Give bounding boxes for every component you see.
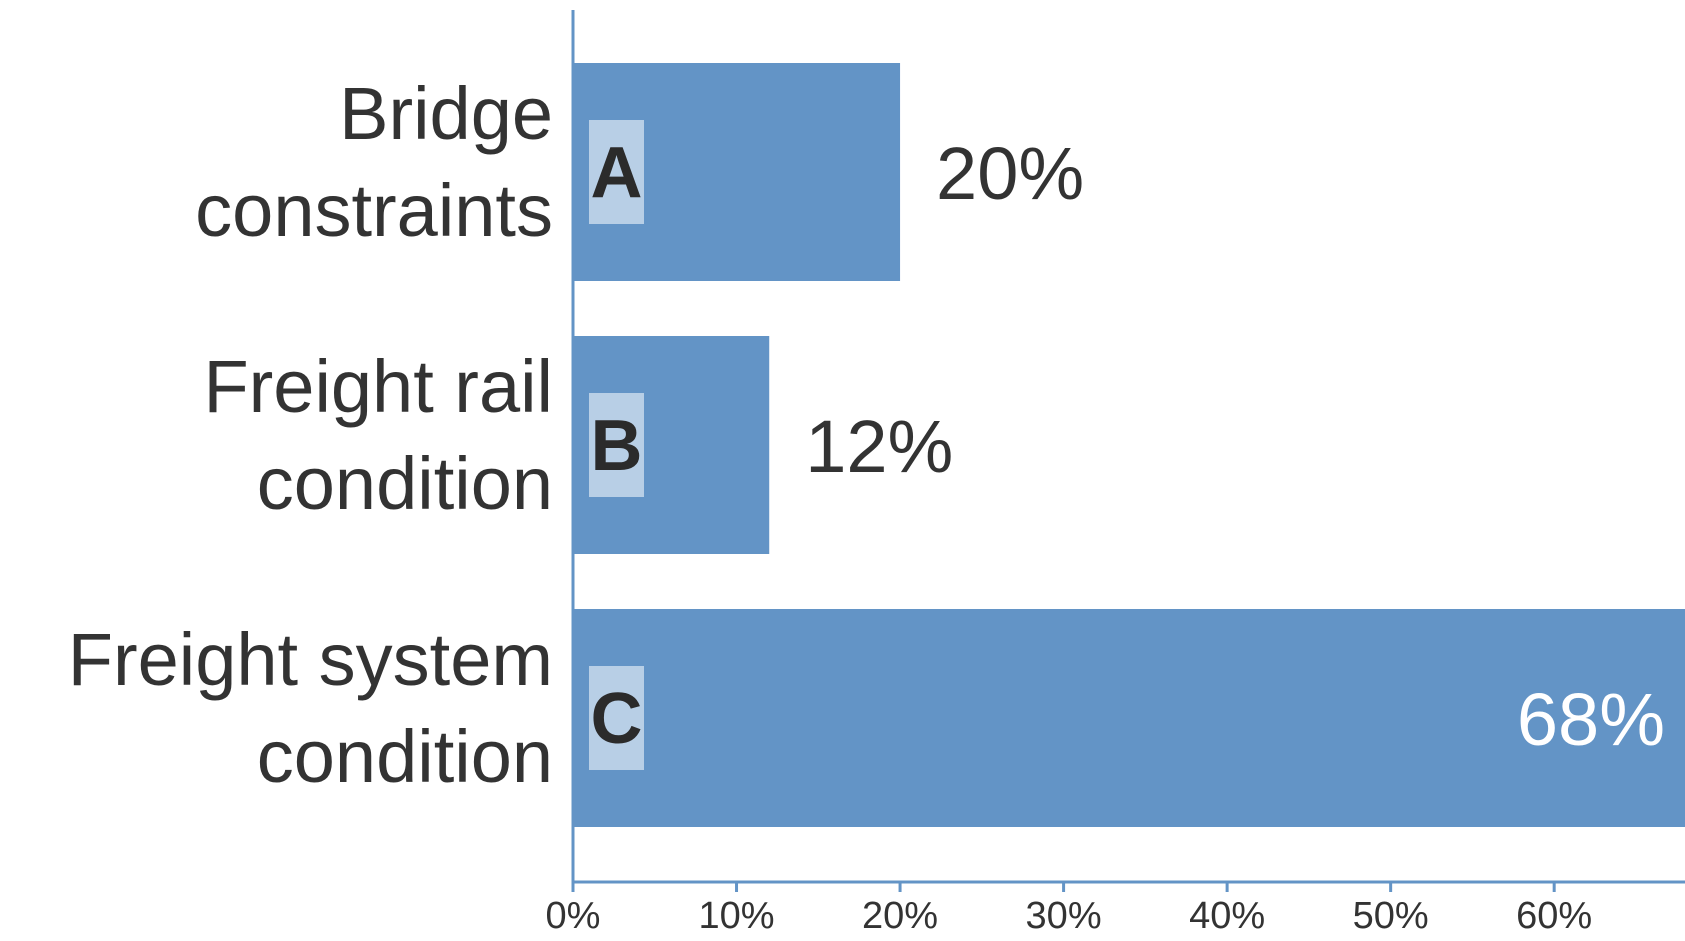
category-label-line: condition	[257, 715, 553, 798]
category-label-line: Bridge	[339, 72, 553, 155]
x-tick-label: 40%	[1189, 895, 1265, 937]
x-tick-label: 10%	[698, 895, 774, 937]
category-label: Bridge constraints	[195, 72, 553, 252]
category-label-line: Freight rail	[203, 345, 553, 428]
bars-layer	[573, 63, 1685, 827]
x-tick-label: 30%	[1026, 895, 1102, 937]
category-label: Freight rail condition	[203, 345, 553, 525]
bar-letter-badge	[589, 120, 644, 224]
bar-letter-label: C	[591, 679, 643, 759]
x-tick-label: 50%	[1353, 895, 1429, 937]
value-label: 12%	[805, 405, 953, 488]
x-tick-label: 60%	[1516, 895, 1592, 937]
x-tick-label: 0%	[546, 895, 601, 937]
bar-letter-label: B	[591, 406, 643, 486]
category-label: Freight system condition	[68, 618, 553, 798]
value-label: 68%	[1517, 678, 1665, 761]
category-label-line: condition	[257, 442, 553, 525]
labels-layer: A 20% Bridge constraints B 12% Freight rail con…	[68, 72, 1665, 798]
bar-letter-label: A	[591, 133, 643, 213]
value-label: 20%	[936, 132, 1084, 215]
category-label-line: Freight system	[68, 618, 553, 701]
category-label-line: constraints	[195, 169, 553, 252]
bar-c	[573, 609, 1685, 827]
bar-letter-badge	[589, 666, 644, 770]
axis-layer: 0% 10% 20% 30% 40% 50% 60%	[546, 10, 1685, 937]
bar-letter-badge	[589, 393, 644, 497]
x-tick-label: 20%	[862, 895, 938, 937]
